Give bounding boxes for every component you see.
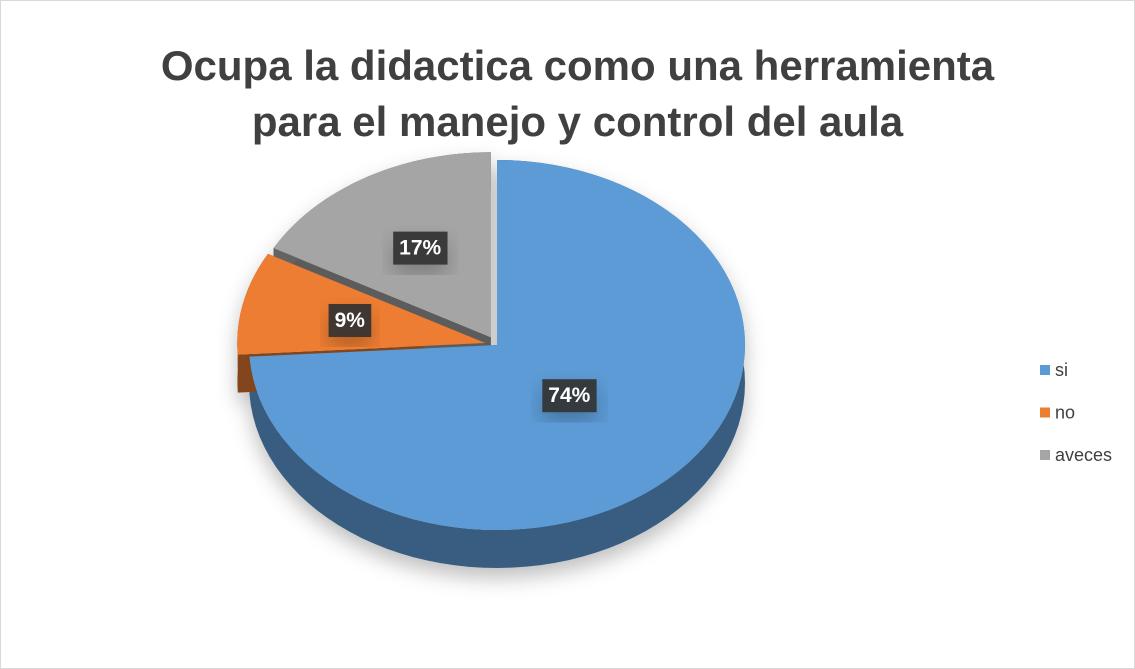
data-label: 9% <box>335 309 366 332</box>
data-label-box <box>542 379 597 413</box>
data-label-box <box>328 303 372 337</box>
legend-label: si <box>1055 360 1068 380</box>
legend-swatch <box>1040 407 1050 418</box>
data-label-box <box>393 231 448 265</box>
pie <box>237 152 745 568</box>
legend-label: aveces <box>1055 445 1112 465</box>
chart-title: Ocupa la didactica como una herramienta … <box>160 42 995 145</box>
data-label: 17% <box>399 237 441 260</box>
legend-swatch <box>1040 365 1050 375</box>
legend-label: no <box>1055 402 1075 422</box>
pie-slice <box>273 152 491 338</box>
data-label: 74% <box>548 384 590 407</box>
pie-slice <box>249 160 745 530</box>
legend-swatch <box>1040 450 1050 460</box>
